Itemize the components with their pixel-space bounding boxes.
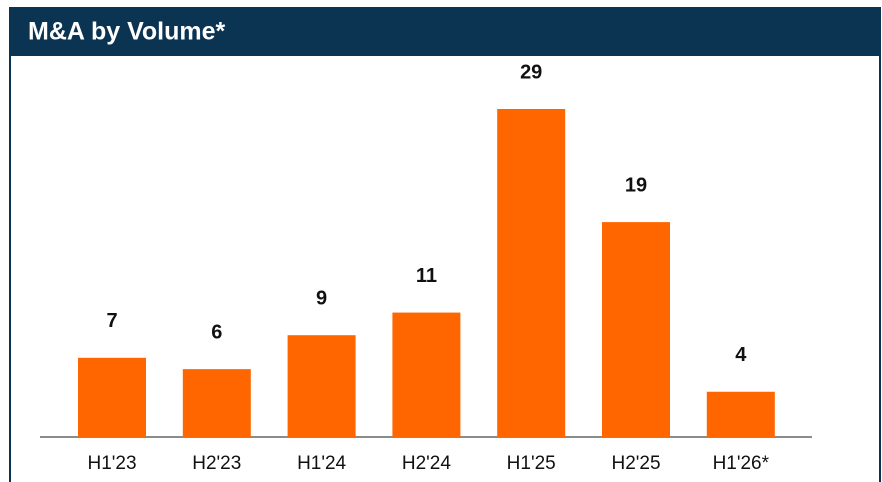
x-tick-label: H1'26* bbox=[713, 453, 770, 474]
data-label: 9 bbox=[316, 287, 327, 309]
data-label: 4 bbox=[735, 344, 747, 366]
bar bbox=[78, 357, 146, 437]
data-label: 7 bbox=[106, 310, 117, 332]
bar bbox=[706, 391, 775, 437]
chart-title: M&A by Volume* bbox=[28, 18, 226, 46]
x-tick-label: H2'24 bbox=[402, 453, 451, 474]
x-tick-label: H2'23 bbox=[192, 453, 241, 474]
header-band bbox=[10, 8, 880, 56]
x-tick-label: H1'25 bbox=[507, 453, 556, 474]
data-label: 29 bbox=[520, 61, 542, 83]
bar bbox=[497, 109, 566, 437]
bar bbox=[182, 369, 251, 437]
data-label: 11 bbox=[416, 265, 437, 287]
data-label: 6 bbox=[211, 321, 222, 343]
x-tick-label: H1'23 bbox=[87, 453, 136, 474]
bar bbox=[392, 312, 461, 437]
data-label: 19 bbox=[625, 174, 647, 196]
x-tick-label: H1'24 bbox=[297, 453, 346, 474]
x-tick-label: H2'25 bbox=[611, 453, 660, 474]
bar bbox=[602, 222, 670, 437]
bar bbox=[287, 335, 356, 437]
